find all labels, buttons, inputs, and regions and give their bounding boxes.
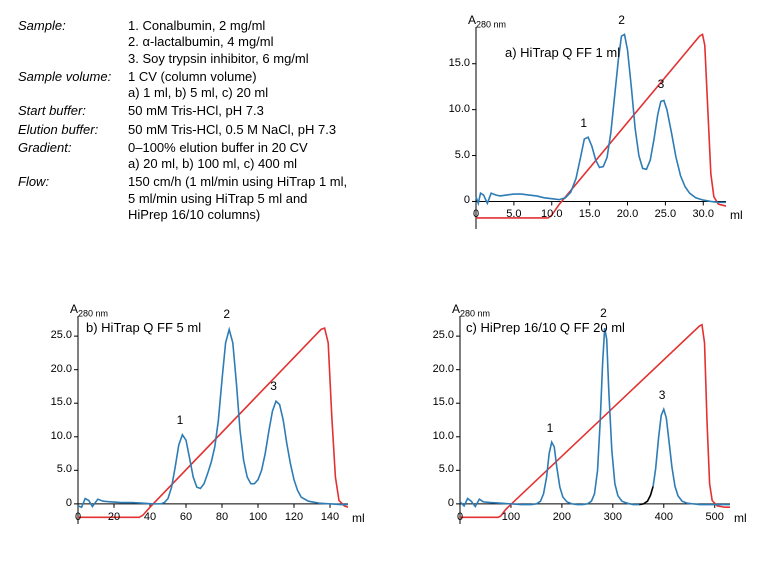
y-tick-label: 0 [430, 194, 470, 206]
y-tick-label: 25.0 [32, 329, 72, 341]
info-label: Sample: [18, 18, 128, 67]
absorbance-line-black [639, 486, 653, 504]
x-tick-label: 100 [238, 511, 278, 523]
x-tick-label: 25.0 [645, 208, 685, 220]
info-block: Sample: 1. Conalbumin, 2 mg/ml 2. α-lact… [18, 18, 398, 225]
y-axis-label: A280 nm [468, 13, 506, 29]
x-tick-label: 15.0 [570, 208, 610, 220]
y-tick-label: 5.0 [32, 463, 72, 475]
y-axis-label: A280 nm [452, 302, 490, 318]
x-axis-label: ml [730, 208, 743, 222]
peak-label: 3 [270, 379, 277, 393]
info-value: 50 mM Tris-HCl, 0.5 M NaCl, pH 7.3 [128, 122, 398, 138]
y-tick-label: 20.0 [32, 363, 72, 375]
info-row-gradient: Gradient: 0–100% elution buffer in 20 CV… [18, 140, 398, 173]
absorbance-line [460, 328, 639, 506]
y-tick-label: 15.0 [414, 396, 454, 408]
line: 3. Soy trypsin inhibitor, 6 mg/ml [128, 51, 398, 67]
y-tick-label: 0 [32, 497, 72, 509]
x-tick-label: 300 [593, 511, 633, 523]
line: 5 ml/min using HiTrap 5 ml and [128, 191, 398, 207]
chart-svg [28, 302, 378, 562]
y-tick-label: 10.0 [414, 430, 454, 442]
line: 150 cm/h (1 ml/min using HiTrap 1 ml, [128, 174, 398, 190]
gradient-line [78, 328, 348, 517]
line: 0–100% elution buffer in 20 CV [128, 140, 398, 156]
info-row-sample-volume: Sample volume: 1 CV (column volume) a) 1… [18, 69, 398, 102]
info-row-elution-buffer: Elution buffer: 50 mM Tris-HCl, 0.5 M Na… [18, 122, 398, 138]
x-axis-label: ml [352, 511, 365, 525]
x-tick-label: 0 [456, 208, 496, 220]
chart-b: 05.010.015.020.025.002040608010012014012… [28, 302, 378, 562]
x-axis-label: ml [734, 511, 747, 525]
absorbance-line [78, 329, 348, 507]
peak-label: 3 [658, 77, 665, 91]
page: Sample: 1. Conalbumin, 2 mg/ml 2. α-lact… [0, 0, 781, 580]
y-tick-label: 10.0 [430, 103, 470, 115]
info-value: 1. Conalbumin, 2 mg/ml 2. α-lactalbumin,… [128, 18, 398, 67]
info-value: 1 CV (column volume) a) 1 ml, b) 5 ml, c… [128, 69, 398, 102]
info-value: 0–100% elution buffer in 20 CV a) 20 ml,… [128, 140, 398, 173]
y-tick-label: 15.0 [32, 396, 72, 408]
info-value: 50 mM Tris-HCl, pH 7.3 [128, 103, 398, 119]
info-row-start-buffer: Start buffer: 50 mM Tris-HCl, pH 7.3 [18, 103, 398, 119]
x-tick-label: 60 [166, 511, 206, 523]
info-value: 150 cm/h (1 ml/min using HiTrap 1 ml, 5 … [128, 174, 398, 223]
y-tick-label: 10.0 [32, 430, 72, 442]
y-tick-label: 25.0 [414, 329, 454, 341]
info-row-flow: Flow: 150 cm/h (1 ml/min using HiTrap 1 … [18, 174, 398, 223]
y-axis-label: A280 nm [70, 302, 108, 318]
peak-label: 1 [580, 116, 587, 130]
info-label: Start buffer: [18, 103, 128, 119]
x-tick-label: 400 [644, 511, 684, 523]
x-tick-label: 10.0 [532, 208, 572, 220]
panel-title: a) HiTrap Q FF 1 ml [505, 45, 620, 60]
line: HiPrep 16/10 columns) [128, 207, 398, 223]
info-label: Sample volume: [18, 69, 128, 102]
peak-label: 2 [618, 13, 625, 27]
chart-a: 05.010.015.005.010.015.020.025.030.0123a… [430, 15, 760, 265]
y-tick-label: 20.0 [414, 363, 454, 375]
x-tick-label: 0 [440, 511, 480, 523]
x-tick-label: 30.0 [683, 208, 723, 220]
x-tick-label: 140 [310, 511, 350, 523]
absorbance-line-2 [653, 409, 730, 504]
line: 2. α-lactalbumin, 4 mg/ml [128, 34, 398, 50]
x-tick-label: 100 [491, 511, 531, 523]
info-row-sample: Sample: 1. Conalbumin, 2 mg/ml 2. α-lact… [18, 18, 398, 67]
info-label: Gradient: [18, 140, 128, 173]
panel-title: b) HiTrap Q FF 5 ml [86, 320, 201, 335]
y-tick-label: 15.0 [430, 57, 470, 69]
x-tick-label: 0 [58, 511, 98, 523]
y-tick-label: 0 [414, 497, 454, 509]
y-tick-label: 5.0 [430, 149, 470, 161]
x-tick-label: 200 [542, 511, 582, 523]
x-tick-label: 120 [274, 511, 314, 523]
chart-c: 0 5.0 10.0 15.0 20.0 25.0 0 100 200 300 400 500 1 2 3 c… [410, 302, 760, 562]
peak-label: 3 [659, 388, 666, 402]
line: 1 CV (column volume) [128, 69, 398, 85]
line: a) 20 ml, b) 100 ml, c) 400 ml [128, 156, 398, 172]
peak-label: 1 [177, 413, 184, 427]
line: a) 1 ml, b) 5 ml, c) 20 ml [128, 85, 398, 101]
info-label: Elution buffer: [18, 122, 128, 138]
chart-svg [410, 302, 760, 562]
peak-label: 2 [600, 306, 607, 320]
info-label: Flow: [18, 174, 128, 223]
x-tick-label: 80 [202, 511, 242, 523]
peak-label: 1 [547, 421, 554, 435]
x-tick-label: 500 [695, 511, 735, 523]
peak-label: 2 [223, 307, 230, 321]
x-tick-label: 20.0 [608, 208, 648, 220]
panel-title: c) HiPrep 16/10 Q FF 20 ml [466, 320, 625, 335]
x-tick-label: 20 [94, 511, 134, 523]
x-tick-label: 40 [130, 511, 170, 523]
y-tick-label: 5.0 [414, 463, 454, 475]
x-tick-label: 5.0 [494, 208, 534, 220]
line: 1. Conalbumin, 2 mg/ml [128, 18, 398, 34]
